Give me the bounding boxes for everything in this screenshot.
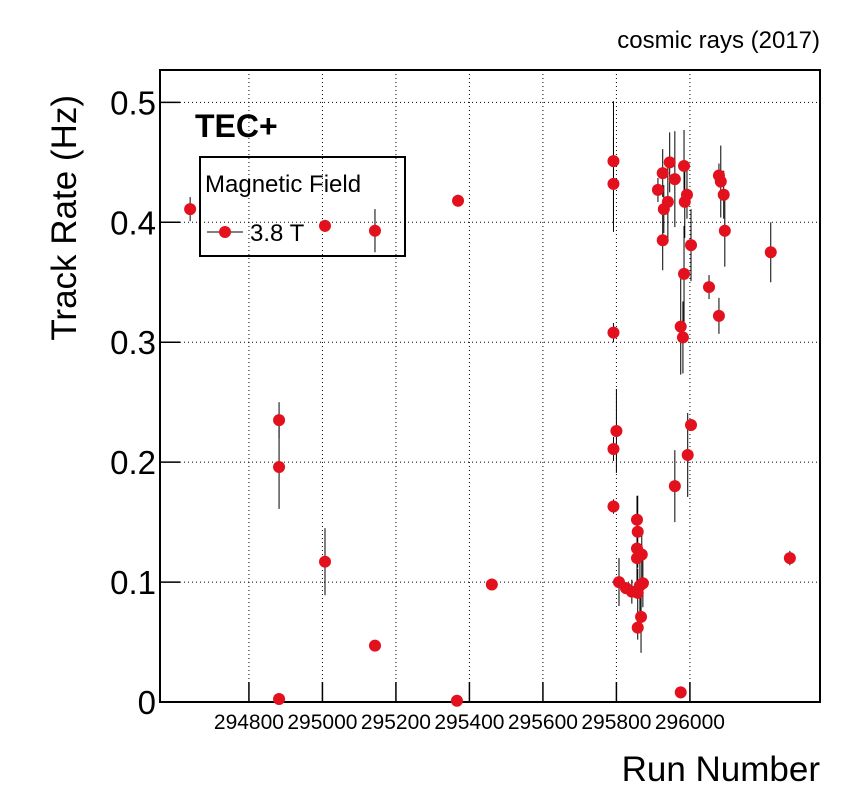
data-point bbox=[273, 693, 286, 706]
data-point bbox=[630, 513, 643, 526]
data-point bbox=[717, 188, 730, 201]
data-point bbox=[676, 331, 689, 344]
data-point bbox=[668, 173, 681, 186]
plot-frame bbox=[159, 69, 821, 703]
data-point bbox=[674, 320, 687, 333]
data-point bbox=[635, 610, 648, 623]
data-point bbox=[607, 500, 620, 513]
data-point bbox=[674, 686, 687, 699]
data-point bbox=[681, 448, 694, 461]
y-tick-label: 0.5 bbox=[110, 84, 156, 121]
data-point bbox=[656, 234, 669, 247]
data-point bbox=[485, 578, 498, 591]
legend-label: 3.8 T bbox=[250, 220, 305, 247]
y-tick-label: 0.3 bbox=[110, 324, 156, 361]
data-point bbox=[685, 418, 698, 431]
x-tick-label: 295600 bbox=[508, 711, 578, 734]
data-point bbox=[635, 548, 648, 561]
y-tick-label: 0 bbox=[138, 684, 156, 721]
data-point bbox=[631, 621, 644, 634]
data-point bbox=[184, 203, 197, 216]
data-point bbox=[764, 246, 777, 259]
data-point bbox=[703, 281, 716, 294]
data-point bbox=[450, 694, 463, 707]
data-point bbox=[661, 195, 674, 208]
data-point bbox=[663, 156, 676, 169]
data-point bbox=[452, 194, 465, 207]
data-point bbox=[368, 224, 381, 237]
y-tick-label: 0.4 bbox=[110, 204, 156, 241]
data-point bbox=[712, 309, 725, 322]
data-point bbox=[607, 155, 620, 168]
x-tick-label: 296000 bbox=[655, 711, 725, 734]
data-point bbox=[668, 480, 681, 493]
annotation: cosmic rays (2017) bbox=[617, 27, 820, 54]
data-point bbox=[651, 183, 664, 196]
data-point bbox=[631, 525, 644, 538]
data-point bbox=[656, 167, 669, 180]
data-point bbox=[718, 224, 731, 237]
data-point bbox=[685, 239, 698, 252]
x-axis-title: Run Number bbox=[622, 750, 821, 789]
data-point bbox=[319, 555, 331, 568]
data-point bbox=[636, 577, 649, 590]
data-point bbox=[607, 442, 620, 455]
data-point bbox=[319, 219, 331, 232]
x-tick-label: 294800 bbox=[214, 711, 284, 734]
data-point bbox=[783, 552, 796, 565]
data-point bbox=[273, 414, 286, 427]
x-tick-label: 295400 bbox=[434, 711, 504, 734]
data-point bbox=[607, 326, 620, 339]
data-point bbox=[680, 188, 693, 201]
detector-label: TEC+ bbox=[195, 108, 278, 144]
y-axis-title: Track Rate (Hz) bbox=[45, 95, 84, 341]
data-point bbox=[678, 159, 691, 172]
y-tick-label: 0.2 bbox=[110, 444, 156, 481]
data-point bbox=[607, 177, 620, 190]
x-tick-label: 295800 bbox=[581, 711, 651, 734]
legend-marker bbox=[219, 226, 231, 238]
y-tick-label: 0.1 bbox=[110, 564, 156, 601]
data-point bbox=[678, 267, 691, 280]
data-point bbox=[273, 460, 286, 473]
legend-title: Magnetic Field bbox=[205, 171, 361, 198]
data-point bbox=[610, 424, 623, 437]
legend-box bbox=[199, 156, 406, 257]
data-point bbox=[368, 639, 381, 652]
data-point bbox=[714, 175, 727, 188]
x-tick-label: 295000 bbox=[287, 711, 357, 734]
x-tick-label: 295200 bbox=[361, 711, 431, 734]
